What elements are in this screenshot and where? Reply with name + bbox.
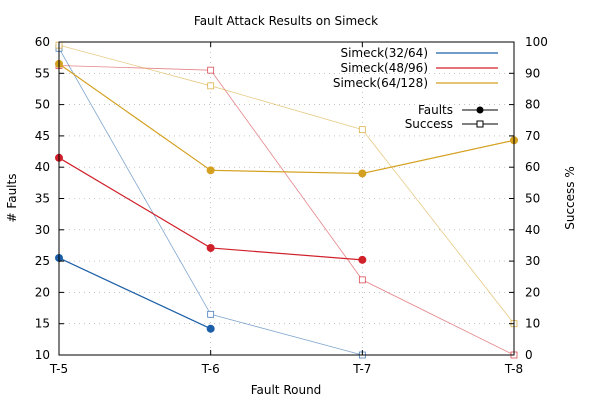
y2-tick-label: 10 [525, 317, 540, 331]
success-point [358, 126, 366, 134]
faults-point [206, 166, 215, 175]
y2-tick-label: 40 [525, 223, 540, 237]
y2-tick-label: 70 [525, 129, 540, 143]
success-point [207, 82, 215, 90]
y-tick-label: 60 [35, 35, 50, 49]
faults-line [58, 257, 211, 330]
legend-series-label: Simeck(32/64) [340, 46, 428, 60]
success-point [207, 66, 215, 74]
y-tick-label: 15 [35, 317, 50, 331]
y-tick-label: 35 [35, 192, 50, 206]
legend-series-label: Simeck(48/96) [340, 61, 428, 75]
y2-tick-label: 100 [525, 35, 548, 49]
faults-point [206, 324, 215, 333]
legend-series-label: Simeck(64/128) [333, 76, 428, 90]
y-tick-label: 10 [35, 348, 50, 362]
y2-tick-label: 60 [525, 160, 540, 174]
y-tick-label: 50 [35, 98, 50, 112]
x-tick-label: T-8 [504, 362, 523, 376]
y2-axis-label: Success % [563, 166, 577, 230]
success-line [58, 48, 363, 356]
y2-tick-label: 90 [525, 66, 540, 80]
y-tick-label: 55 [35, 66, 50, 80]
success-line [58, 44, 515, 324]
x-tick-label: T-5 [49, 362, 68, 376]
y-tick-label: 45 [35, 129, 50, 143]
success-point [207, 310, 215, 318]
legend-marker-label: Faults [418, 103, 453, 117]
legend-marker-label: Success [405, 117, 453, 131]
faults-point [358, 169, 367, 178]
legend-circle-marker [476, 106, 484, 114]
legend: Simeck(32/64)Simeck(48/96)Simeck(64/128)… [333, 46, 498, 131]
faults-point [358, 255, 367, 264]
y-tick-label: 40 [35, 160, 50, 174]
x-axis-label: Fault Round [251, 383, 322, 397]
faults-point [206, 243, 215, 252]
series-layer [55, 41, 518, 359]
chart-title: Fault Attack Results on Simeck [194, 14, 378, 28]
legend-square-marker [476, 120, 484, 128]
y2-tick-label: 30 [525, 254, 540, 268]
grid [59, 42, 514, 355]
y-tick-label: 30 [35, 223, 50, 237]
y2-tick-label: 20 [525, 285, 540, 299]
y-tick-label: 25 [35, 254, 50, 268]
y-axis-label: # Faults [5, 174, 19, 223]
axes: 10 15 20 25 30 35 40 45 50 55 60 0 10 20 30 40 50 60 70 80 9… [35, 35, 548, 376]
success-line [58, 65, 515, 356]
y2-tick-label: 80 [525, 98, 540, 112]
y-tick-label: 20 [35, 285, 50, 299]
success-point [358, 276, 366, 284]
x-tick-label: T-6 [201, 362, 220, 376]
faults-line [58, 63, 515, 175]
x-tick-label: T-7 [352, 362, 371, 376]
y2-tick-label: 50 [525, 192, 540, 206]
y2-tick-label: 0 [525, 348, 533, 362]
